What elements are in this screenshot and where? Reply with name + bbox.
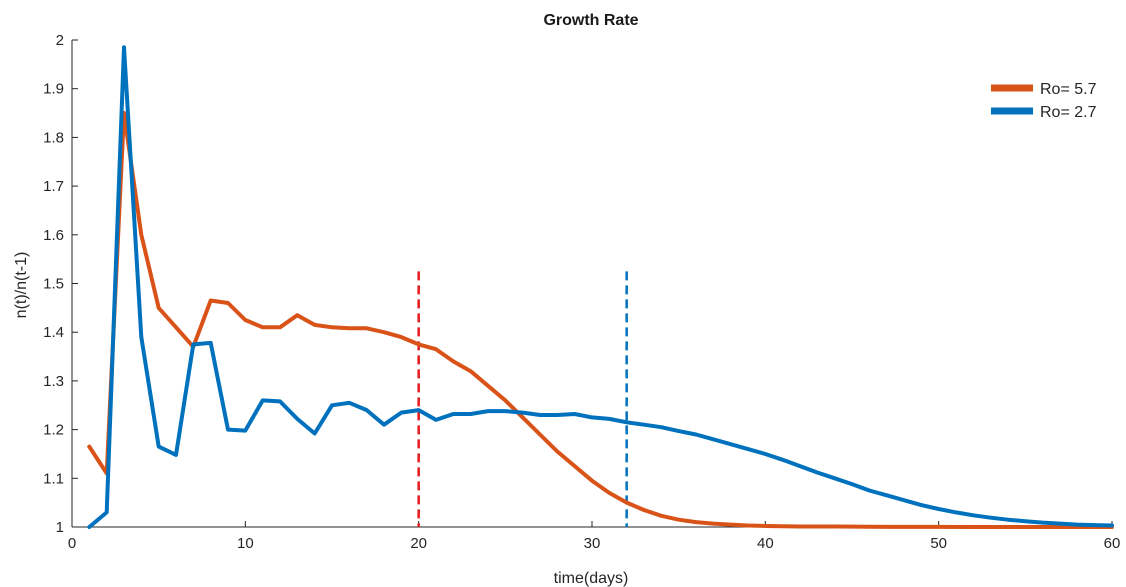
x-tick-label: 50 — [930, 535, 947, 552]
x-tick-label: 60 — [1104, 535, 1121, 552]
x-tick-label: 30 — [584, 535, 601, 552]
y-tick-label: 1.7 — [43, 178, 64, 195]
x-tick-label: 40 — [757, 535, 774, 552]
series-line-2 — [87, 45, 1114, 529]
y-tick-label: 1 — [56, 519, 64, 536]
y-tick-label: 1.5 — [43, 276, 64, 293]
y-tick-label: 1.4 — [43, 324, 64, 341]
y-tick-label: 1.1 — [43, 470, 64, 487]
y-tick-label: 1.3 — [43, 373, 64, 390]
y-tick-label: 1.8 — [43, 129, 64, 146]
x-tick-label: 0 — [68, 535, 76, 552]
y-tick-label: 1.6 — [43, 227, 64, 244]
chart-title: Growth Rate — [543, 12, 638, 29]
series-lines — [87, 45, 1114, 529]
y-axis-label: n(t)/n(t-1) — [13, 252, 30, 319]
legend-entry-label: Ro= 2.7 — [1040, 104, 1097, 121]
axes — [71, 39, 1113, 528]
legend: Ro= 5.7 Ro= 2.7 — [991, 81, 1097, 121]
x-tick-label: 20 — [410, 535, 427, 552]
y-tick-label: 1.9 — [43, 81, 64, 98]
tick-labels: 0 10 20 30 40 50 60 1 1.1 1.2 1.3 1.4 1.5 1.6 1.7 1.8 1.… — [43, 32, 1120, 552]
legend-entry-label: Ro= 5.7 — [1040, 81, 1097, 98]
reference-lines — [417, 271, 628, 527]
y-tick-label: 1.2 — [43, 422, 64, 439]
series-line-1 — [87, 111, 1114, 529]
x-tick-label: 10 — [237, 535, 254, 552]
y-tick-label: 2 — [56, 32, 64, 49]
x-axis-label: time(days) — [554, 570, 629, 587]
